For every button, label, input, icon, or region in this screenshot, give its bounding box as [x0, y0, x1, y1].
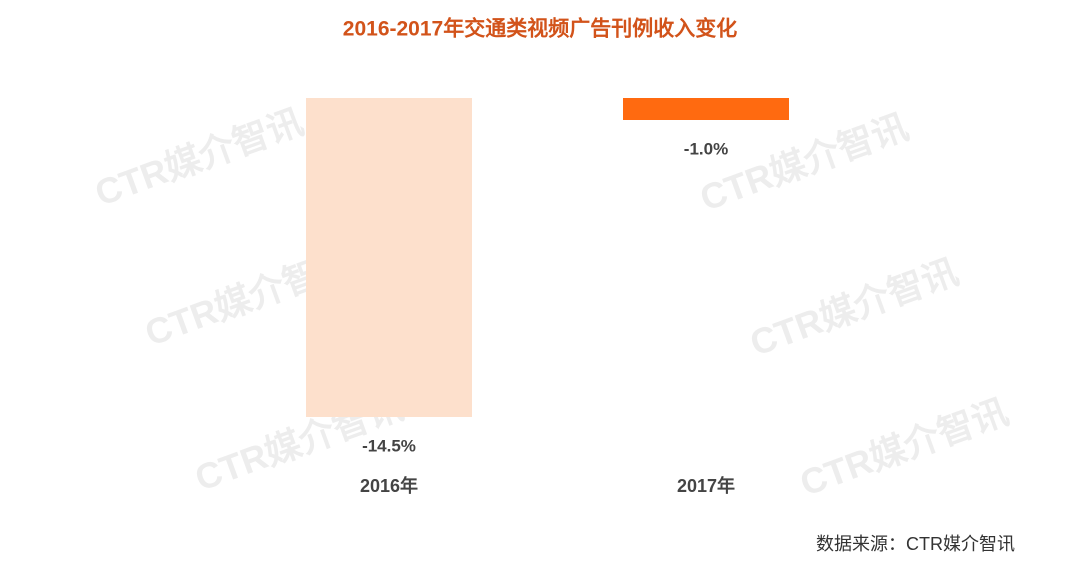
x-tick-label: 2016年 [360, 475, 418, 496]
value-label: -14.5% [362, 436, 416, 455]
bar [623, 98, 789, 120]
watermark: CTR媒介智讯 [795, 391, 1014, 504]
watermark: CTR媒介智讯 [745, 251, 964, 364]
watermark: CTR媒介智讯 [695, 106, 914, 219]
x-tick-label: 2017年 [677, 475, 735, 496]
watermarks: CTR媒介智讯CTR媒介智讯CTR媒介智讯CTR媒介智讯CTR媒介智讯CTR媒介… [90, 101, 1014, 504]
watermark: CTR媒介智讯 [90, 101, 309, 214]
source-note: 数据来源：CTR媒介智讯 [816, 534, 1015, 554]
chart-title: 2016-2017年交通类视频广告刊例收入变化 [343, 17, 737, 41]
bar [306, 98, 472, 417]
value-label: -1.0% [684, 139, 728, 158]
